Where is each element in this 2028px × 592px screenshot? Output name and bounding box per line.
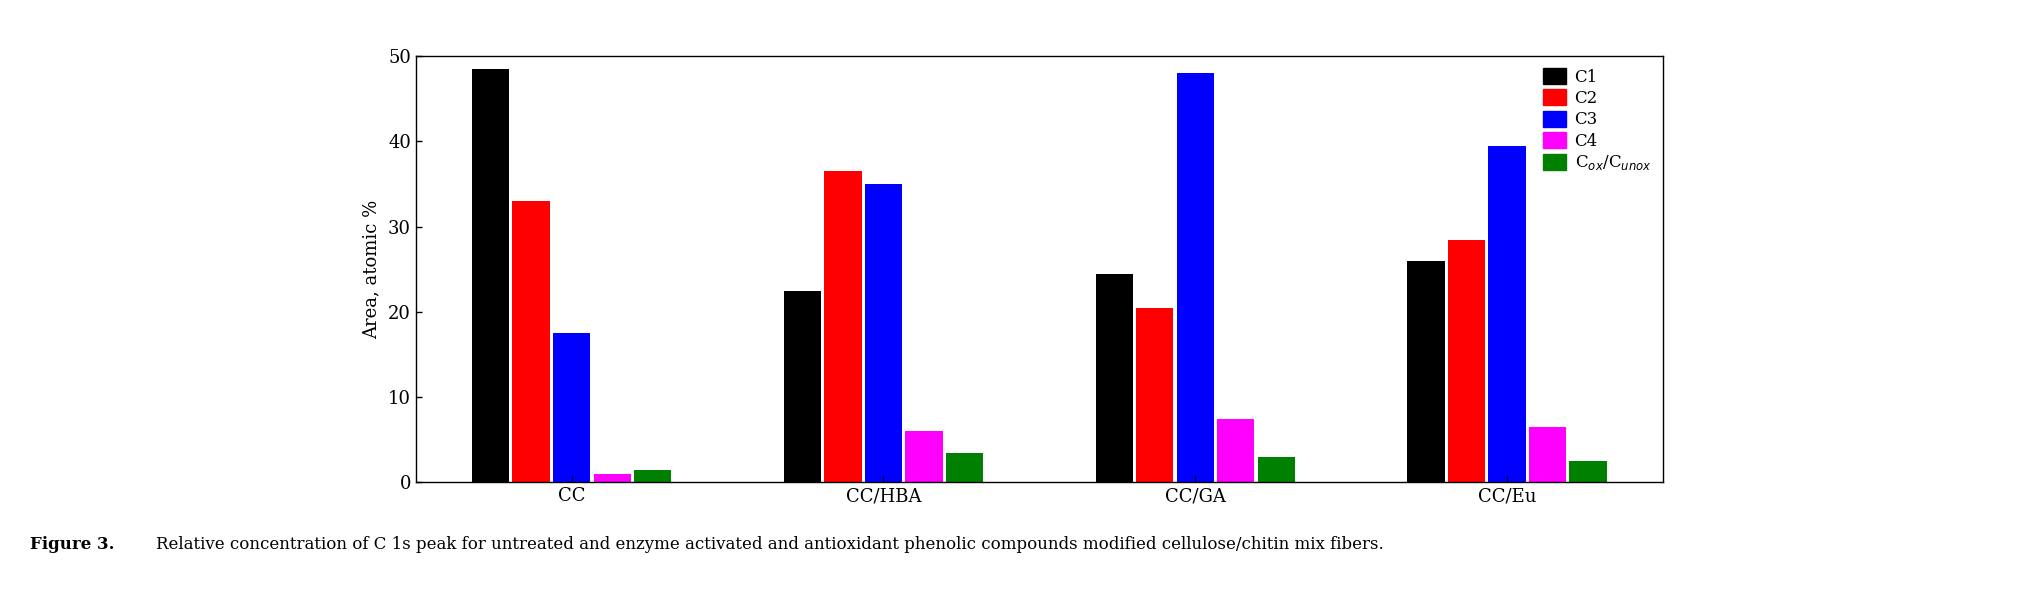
Bar [1448, 240, 1484, 482]
Bar [945, 453, 984, 482]
Bar [1176, 73, 1215, 482]
Bar [823, 171, 862, 482]
Bar [1570, 461, 1606, 482]
Bar [594, 474, 631, 482]
Text: Figure 3.: Figure 3. [30, 536, 116, 553]
Legend: C1, C2, C3, C4, C$_{ox}$/C$_{unox}$: C1, C2, C3, C4, C$_{ox}$/C$_{unox}$ [1539, 65, 1655, 176]
Bar [635, 469, 671, 482]
Bar [1217, 419, 1255, 482]
Y-axis label: Area, atomic %: Area, atomic % [363, 200, 381, 339]
Bar [1407, 261, 1444, 482]
Bar [513, 201, 550, 482]
Bar [864, 184, 902, 482]
Bar [904, 432, 943, 482]
Bar [1136, 308, 1174, 482]
Text: Relative concentration of C 1s peak for untreated and enzyme activated and antio: Relative concentration of C 1s peak for … [156, 536, 1383, 553]
Bar [473, 69, 509, 482]
Bar [1257, 457, 1296, 482]
Bar [1489, 146, 1525, 482]
Bar [554, 333, 590, 482]
Bar [1529, 427, 1566, 482]
Bar [1095, 274, 1134, 482]
Bar [783, 291, 821, 482]
